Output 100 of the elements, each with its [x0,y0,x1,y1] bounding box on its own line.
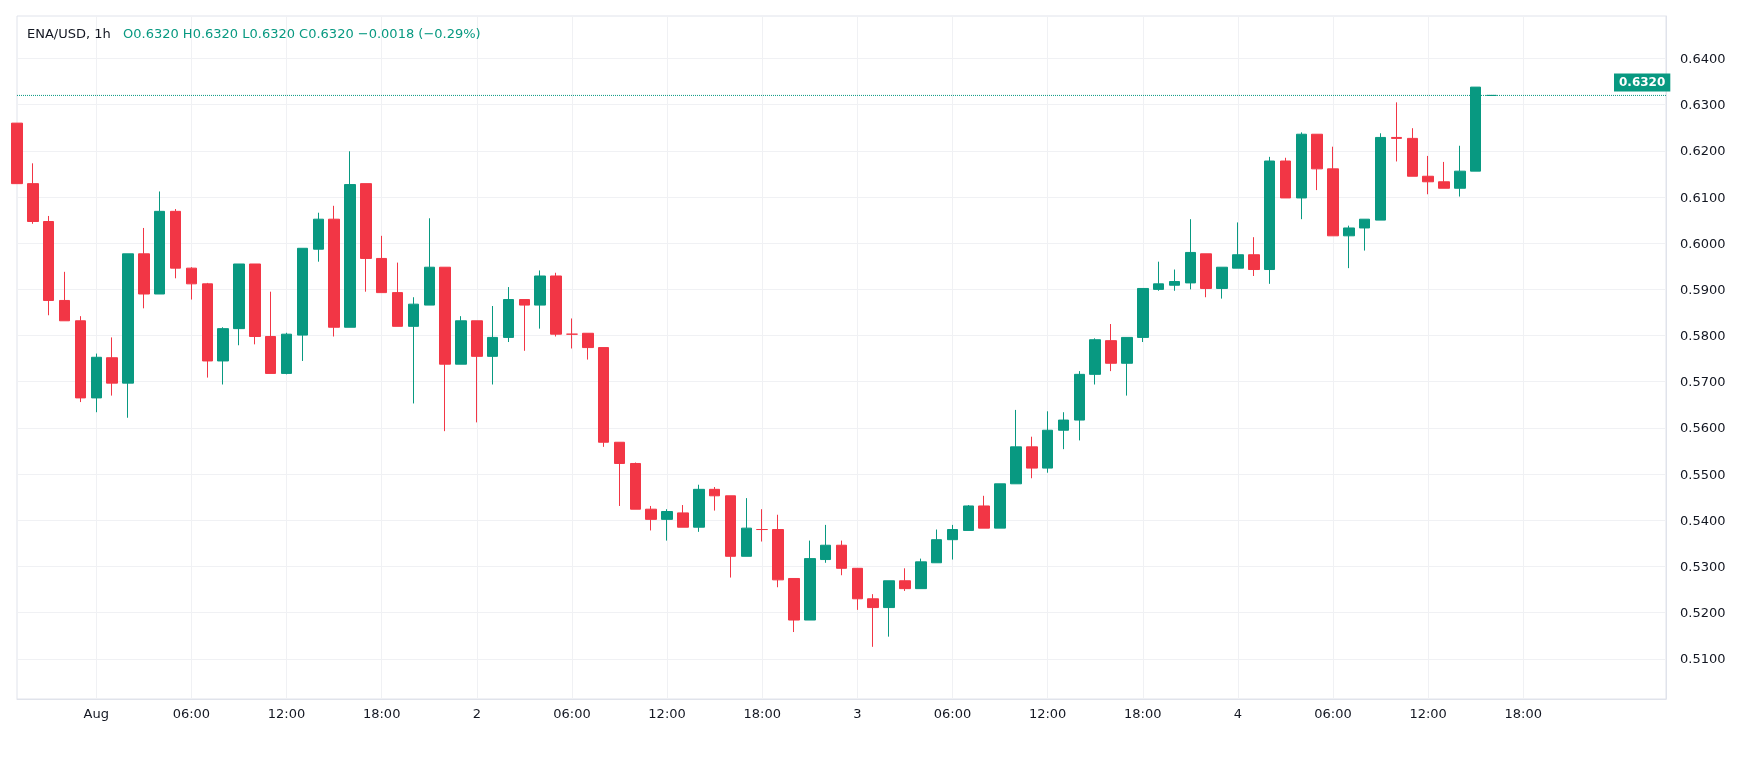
candlestick [1169,269,1180,292]
candlestick [59,271,70,322]
candlestick [11,122,23,185]
candlestick [1280,157,1291,199]
candlestick [550,272,562,337]
x-tick-label: 3 [853,706,862,721]
x-tick-label: 18:00 [362,706,401,721]
candlestick [756,508,768,543]
candlestick [1216,266,1228,300]
candlestick [598,347,609,448]
y-tick-label: 0.5100 [1680,651,1726,667]
y-tick-label: 0.5500 [1680,466,1726,482]
candlestick [1422,155,1434,195]
candlestick [1248,236,1260,277]
candlestick [186,266,197,301]
candlestick [820,524,831,564]
candlestick [1454,145,1466,198]
x-tick-label: 06:00 [553,706,591,721]
candlestick [1042,410,1053,474]
candlestick [217,326,229,386]
candlestick [424,217,435,306]
candlestick [582,332,594,361]
candlestick [883,580,895,638]
x-tick-label: 06:00 [172,706,211,721]
candlestick [1200,253,1212,298]
candlestick [106,336,118,397]
x-tick-label: 2 [472,706,481,721]
y-tick-label: 0.5700 [1680,374,1726,390]
candlestick [899,567,911,592]
candlestick [503,286,514,343]
candlestick [931,529,942,564]
candlestick [27,162,39,225]
y-tick-label: 0.6000 [1680,235,1726,251]
candlestick [1121,336,1133,397]
candlestick [1105,323,1117,372]
candlestick [154,190,165,295]
candlestick [630,462,641,510]
candlestick [661,508,673,542]
candlestick [836,540,847,576]
candlestick [1153,261,1164,292]
candlestick [693,484,705,533]
y-tick-label: 0.5800 [1680,328,1726,344]
candlestick [1375,132,1386,221]
x-tick-label: 18:00 [1504,706,1543,721]
candlestick [1185,218,1196,290]
ref-line-label: 0.6320 [1619,75,1666,90]
candlestick [1232,221,1244,269]
candlestick [313,212,324,263]
candlestick [804,540,816,621]
x-tick-label: 18:00 [743,706,781,721]
candlestick [1359,218,1370,252]
candlestick [471,320,483,423]
candlestick [376,235,387,294]
candlestick [455,315,467,365]
y-tick-label: 0.5400 [1680,512,1726,528]
candlestick [947,524,958,561]
x-tick-label: 12:00 [267,706,306,721]
candlestick [978,495,990,529]
candlestick [772,514,784,588]
candlestick [328,205,340,337]
candlestick [709,486,720,512]
y-tick-label: 0.5900 [1680,281,1726,297]
candlestick [487,305,498,386]
candlestick [1327,146,1339,237]
candlestick [915,558,927,590]
candlestick [519,299,530,352]
x-tick-label: Aug [83,706,109,721]
text: ENA/USD, 1h [27,26,111,41]
candlestick [614,441,625,507]
candlestick [249,263,261,345]
candlestick [1264,156,1275,285]
candlestick [1311,133,1323,191]
candlestick [360,183,372,293]
y-tick-label: 0.6400 [1680,50,1726,66]
x-tick-label: 06:00 [1314,706,1352,721]
candlestick [122,253,134,419]
candlestick [534,269,546,330]
candlestick [788,577,800,633]
candlestick [408,296,419,404]
candlestick [265,291,276,374]
candlestick [1058,411,1069,450]
candlestick [1026,436,1038,479]
candlestick [566,317,578,349]
candlestick [138,227,150,309]
text: O0.6320 H0.6320 L0.6320 C0.6320 −0.0018 (−0.29%) [123,26,481,41]
y-tick-label: 0.6200 [1680,143,1726,159]
y-tick-label: 0.6300 [1680,97,1726,113]
x-tick-label: 18:00 [1124,706,1162,721]
y-tick-label: 0.5300 [1680,558,1726,574]
candlestick [1137,287,1149,343]
candlestick [1391,101,1402,162]
candlestick [867,593,879,648]
candlestick [392,262,403,327]
candlestick [202,282,213,379]
candlestick [1343,225,1355,269]
candlestick [1296,131,1307,220]
x-tick-label: 12:00 [1028,706,1067,721]
candlestick [170,208,181,279]
candlestick [1089,337,1101,386]
candlestick [645,505,657,531]
